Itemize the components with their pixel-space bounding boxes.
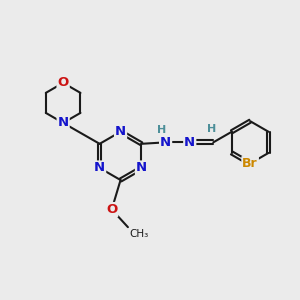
Text: N: N xyxy=(160,136,171,149)
Text: N: N xyxy=(136,161,147,175)
Text: Br: Br xyxy=(242,157,258,170)
Text: O: O xyxy=(58,76,69,89)
Text: N: N xyxy=(94,161,105,175)
Text: H: H xyxy=(207,124,217,134)
Text: N: N xyxy=(184,136,195,149)
Text: O: O xyxy=(106,203,117,216)
Text: N: N xyxy=(115,125,126,138)
Text: N: N xyxy=(58,116,69,129)
Text: CH₃: CH₃ xyxy=(129,229,148,238)
Text: H: H xyxy=(158,125,167,135)
